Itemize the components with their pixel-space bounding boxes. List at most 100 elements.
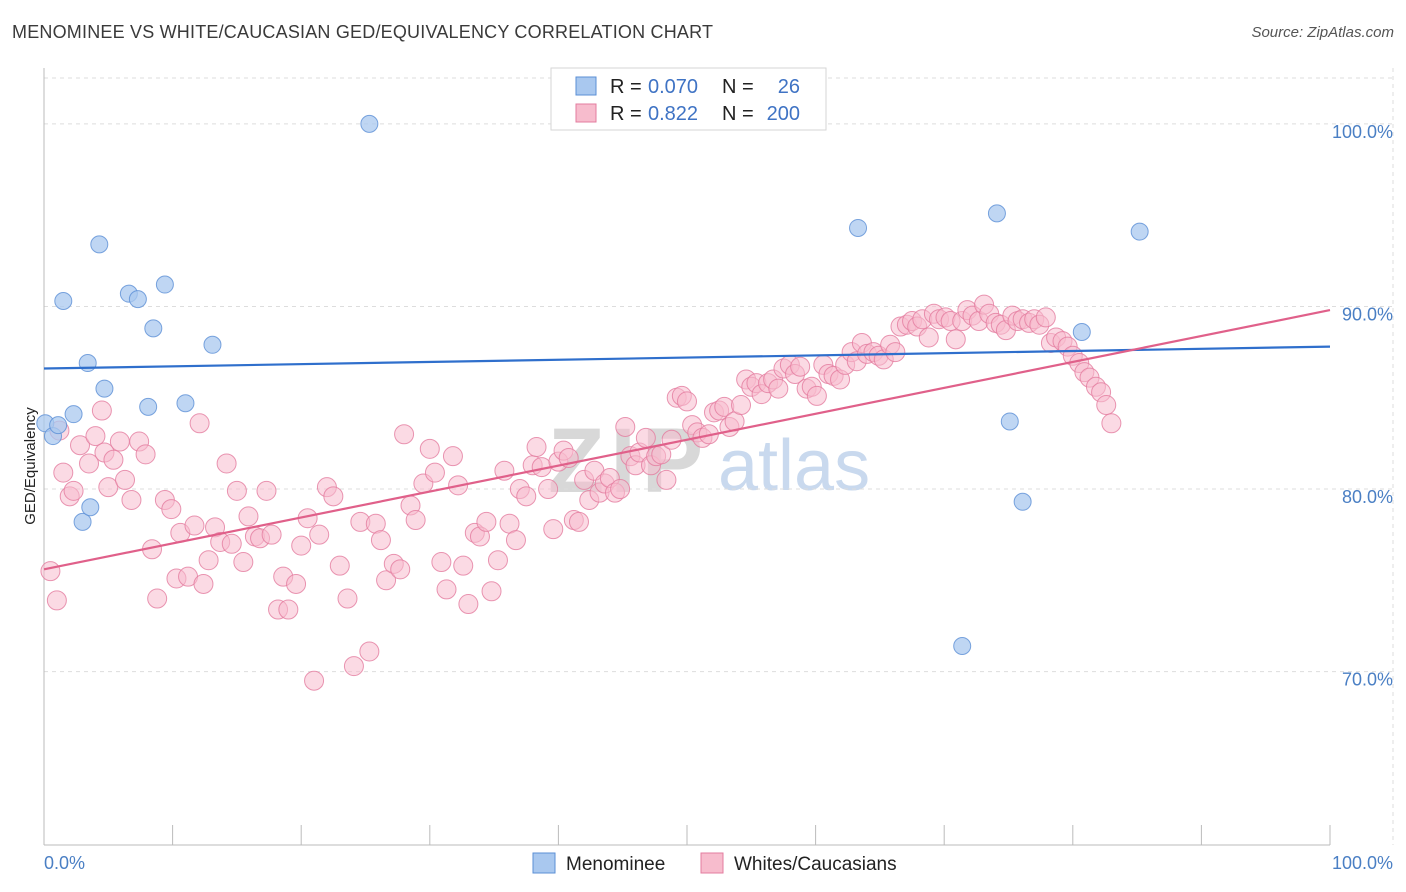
whites-point-64 [431,552,452,573]
menominee-point-20 [987,204,1006,223]
whites-point-60 [405,510,426,531]
menominee-point-17 [360,114,379,133]
x-tick-label-min: 0.0% [44,853,85,873]
legend-r-label-1: R = [610,76,642,98]
whites-point-26 [193,573,214,594]
whites-point-33 [233,552,254,573]
data-points [36,114,1149,691]
menominee-point-15 [176,394,195,413]
whites-point-41 [278,599,299,620]
whites-point-46 [309,524,330,545]
whites-point-159 [945,329,966,350]
trend-lines [43,309,1331,571]
whites-point-83 [538,479,559,500]
menominee-point-3 [54,291,73,310]
menominee-point-12 [139,397,158,416]
whites-point-10 [98,477,119,498]
whites-point-84 [543,519,564,540]
y-tick-label-80: 80.0% [1342,487,1393,507]
whites-point-189 [394,424,415,445]
whites-point-51 [343,656,364,677]
bottom-legend: Menominee Whites/Caucasians [532,852,897,875]
whites-point-68 [453,555,474,576]
whites-point-63 [424,462,445,483]
menominee-point-2 [49,416,68,435]
legend-n-label-2: N = [722,103,754,125]
watermark-atlas: atlas [718,426,870,506]
whites-point-11 [103,449,124,470]
source-label: Source: ZipAtlas.com [1251,24,1394,41]
whites-point-43 [291,535,312,556]
whites-point-0 [40,561,61,582]
whites-point-74 [487,550,508,571]
whites-point-73 [481,581,502,602]
bottom-legend-swatch-menominee [532,852,556,874]
whites-point-7 [85,426,106,447]
legend: R = 0.070 N = 26 R = 0.822 N = 200 [550,67,827,131]
legend-r-value-2: 0.822 [648,103,698,125]
whites-point-48 [323,486,344,507]
menominee-trend-line [43,345,1331,370]
whites-point-131 [790,356,811,377]
whites-point-8 [91,400,112,421]
whites-point-27 [198,550,219,571]
legend-r-label-2: R = [610,103,642,125]
x-tick-label-max: 100.0% [1332,853,1393,873]
whites-point-38 [261,524,282,545]
menominee-point-11 [128,290,147,309]
bottom-legend-swatch-whites [700,852,724,874]
whites-point-58 [390,559,411,580]
whites-point-12 [109,431,130,452]
whites-point-16 [135,444,156,465]
menominee-point-13 [144,319,163,338]
menominee-point-7 [81,498,100,517]
whites-point-20 [161,499,182,520]
menominee-point-8 [90,235,109,254]
whites-point-4 [63,480,84,501]
whites-point-31 [221,533,242,554]
menominee-point-16 [203,335,222,354]
whites-point-30 [216,453,237,474]
whites-point-107 [661,429,682,450]
whites-point-24 [184,515,205,536]
whites-point-98 [615,416,636,437]
whites-point-6 [79,453,100,474]
whites-point-49 [329,555,350,576]
whites-point-1 [46,590,67,611]
menominee-point-22 [1013,492,1032,511]
menominee-point-24 [1130,222,1149,241]
whites-point-45 [304,670,325,691]
whites-point-72 [476,511,497,532]
whites-point-175 [1035,307,1056,328]
legend-swatch-menominee [575,76,597,96]
whites-point-14 [121,489,142,510]
whites-point-65 [436,579,457,600]
whites-point-102 [635,427,656,448]
whites-point-56 [376,570,397,591]
menominee-point-9 [95,379,114,398]
chart-title: MENOMINEE VS WHITE/CAUCASIAN GED/EQUIVAL… [12,22,714,42]
legend-n-label-1: N = [722,76,754,98]
whites-point-37 [256,480,277,501]
whites-point-34 [238,506,259,527]
whites-point-120 [731,395,752,416]
whites-point-5 [70,435,91,456]
legend-n-value-2: 200 [767,103,800,125]
whites-point-32 [226,480,247,501]
whites-point-53 [359,641,380,662]
whites-point-79 [516,486,537,507]
whites-point-97 [610,479,631,500]
menominee-point-18 [849,218,868,237]
y-tick-label-70: 70.0% [1342,670,1393,690]
y-axis-label: GED/Equivalency [22,407,39,525]
whites-point-55 [370,530,391,551]
whites-point-154 [918,327,939,348]
whites-point-89 [568,511,589,532]
y-tick-label-90: 90.0% [1342,304,1393,324]
whites-point-66 [442,446,463,467]
whites-point-106 [656,469,677,490]
legend-swatch-whites [575,103,597,123]
legend-r-value-1: 0.070 [648,76,698,98]
whites-point-2 [53,462,74,483]
